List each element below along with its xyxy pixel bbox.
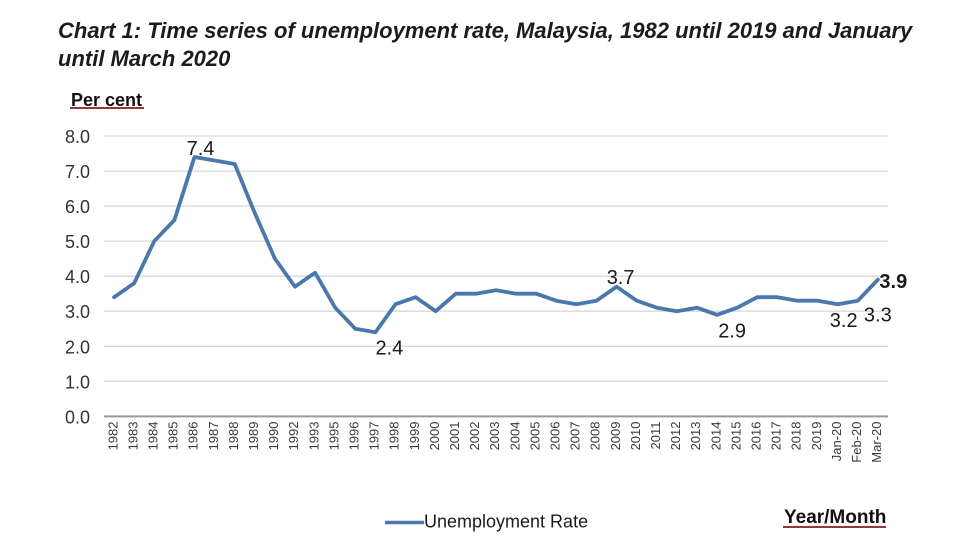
svg-text:1987: 1987 [206, 422, 221, 451]
svg-text:0.0: 0.0 [65, 407, 90, 427]
svg-text:Mar-20: Mar-20 [869, 422, 884, 463]
svg-text:1996: 1996 [347, 422, 362, 451]
svg-text:1989: 1989 [246, 422, 261, 451]
svg-text:2.9: 2.9 [718, 320, 746, 342]
svg-text:7.0: 7.0 [65, 162, 90, 182]
svg-text:2000: 2000 [427, 422, 442, 451]
svg-text:1.0: 1.0 [65, 372, 90, 392]
svg-text:1982: 1982 [105, 422, 120, 451]
svg-text:8.0: 8.0 [65, 127, 90, 147]
svg-text:Unemployment Rate: Unemployment Rate [424, 512, 588, 532]
svg-text:2015: 2015 [728, 422, 743, 451]
svg-text:2006: 2006 [548, 422, 563, 451]
svg-text:2002: 2002 [467, 422, 482, 451]
svg-text:Feb-20: Feb-20 [849, 422, 864, 463]
svg-text:1984: 1984 [146, 422, 161, 451]
svg-text:2.0: 2.0 [65, 337, 90, 357]
svg-text:Jan-20: Jan-20 [829, 422, 844, 462]
svg-text:1986: 1986 [186, 422, 201, 451]
svg-text:2014: 2014 [708, 422, 723, 451]
svg-text:3.9: 3.9 [879, 271, 907, 293]
svg-text:1993: 1993 [306, 422, 321, 451]
svg-text:6.0: 6.0 [65, 197, 90, 217]
svg-text:2011: 2011 [648, 422, 663, 450]
svg-text:1985: 1985 [166, 422, 181, 451]
svg-text:1997: 1997 [367, 422, 382, 451]
svg-text:4.0: 4.0 [65, 267, 90, 287]
svg-text:1992: 1992 [286, 422, 301, 451]
svg-text:3.3: 3.3 [864, 305, 892, 327]
svg-text:3.7: 3.7 [607, 267, 635, 289]
svg-text:2019: 2019 [809, 422, 824, 451]
svg-text:3.2: 3.2 [830, 310, 858, 332]
svg-text:2013: 2013 [688, 422, 703, 451]
svg-text:7.4: 7.4 [187, 138, 215, 160]
svg-text:2008: 2008 [588, 422, 603, 451]
svg-text:3.0: 3.0 [65, 302, 90, 322]
svg-text:1998: 1998 [387, 422, 402, 451]
svg-text:2005: 2005 [527, 422, 542, 451]
svg-text:2016: 2016 [749, 422, 764, 451]
svg-text:2.4: 2.4 [375, 337, 403, 359]
svg-text:2017: 2017 [769, 422, 784, 451]
svg-text:1990: 1990 [266, 422, 281, 451]
svg-text:1999: 1999 [407, 422, 422, 451]
svg-text:1983: 1983 [125, 422, 140, 451]
svg-text:2009: 2009 [608, 422, 623, 451]
svg-text:1995: 1995 [326, 422, 341, 451]
svg-text:2003: 2003 [487, 422, 502, 451]
svg-text:2012: 2012 [668, 422, 683, 451]
svg-text:2007: 2007 [568, 422, 583, 451]
svg-text:5.0: 5.0 [65, 232, 90, 252]
svg-text:2004: 2004 [507, 422, 522, 451]
svg-text:2018: 2018 [789, 422, 804, 451]
svg-text:2010: 2010 [628, 422, 643, 451]
svg-text:2001: 2001 [447, 422, 462, 451]
svg-text:1988: 1988 [226, 422, 241, 451]
